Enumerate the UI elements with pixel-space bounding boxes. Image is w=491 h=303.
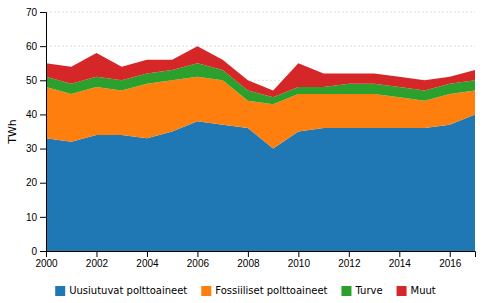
x-tick-label: 2014: [389, 258, 412, 269]
x-tick: 2010: [288, 251, 311, 269]
y-tick-mark: [40, 46, 46, 47]
grid: [46, 12, 475, 251]
x-tick: 2014: [389, 251, 412, 269]
y-tick-label: 0: [31, 246, 37, 257]
y-tick-label: 70: [26, 7, 38, 18]
y-tick: 0: [31, 246, 46, 257]
x-tick: 2016: [439, 251, 462, 269]
y-tick: 30: [26, 143, 46, 154]
x-tick: 2002: [86, 251, 109, 269]
legend-label: Muut: [411, 285, 436, 296]
x-tick: 2000: [35, 251, 58, 269]
x-tick-mark: [399, 251, 400, 257]
grid-line: [46, 46, 475, 47]
plot: 2000 2002 2004 2006 2008 2010 2012 2014 2016 0 10 2…: [26, 7, 476, 269]
legend-item: Uusiutuvat polttoaineet: [55, 285, 187, 296]
y-tick-label: 20: [26, 177, 38, 188]
x-tick-mark: [96, 251, 97, 257]
x-tick-label: 2016: [439, 258, 462, 269]
x-tick-label: 2012: [338, 258, 361, 269]
legend-swatch: [341, 286, 351, 296]
x-tick-mark: [349, 251, 350, 257]
y-tick-mark: [40, 80, 46, 81]
legend: Uusiutuvat polttoaineet Fossiiliset poltt…: [55, 285, 436, 296]
legend-swatch: [397, 286, 407, 296]
y-tick: 70: [26, 7, 46, 18]
y-tick-mark: [40, 12, 46, 13]
y-tick-mark: [40, 251, 46, 252]
y-axis: 0 10 20 30 40 50 60 70: [26, 7, 47, 257]
y-tick: 40: [26, 109, 46, 120]
x-tick-mark: [147, 251, 148, 257]
x-tick-label: 2000: [35, 258, 58, 269]
y-tick-label: 50: [26, 75, 38, 86]
x-tick: 2006: [187, 251, 210, 269]
y-tick-label: 60: [26, 41, 38, 52]
x-tick-mark: [248, 251, 249, 257]
x-tick: 2012: [338, 251, 361, 269]
x-tick: 2004: [136, 251, 159, 269]
grid-line: [46, 12, 475, 13]
x-tick-label: 2002: [86, 258, 109, 269]
legend-swatch: [201, 286, 211, 296]
chart: 2000 2002 2004 2006 2008 2010 2012 2014 2016 0 10 2…: [0, 0, 491, 303]
y-tick-label: 40: [26, 109, 38, 120]
legend-swatch: [55, 286, 65, 296]
y-tick: 20: [26, 177, 46, 188]
y-tick-label: 30: [26, 143, 38, 154]
legend-label: Turve: [354, 285, 382, 296]
x-tick-label: 2008: [237, 258, 260, 269]
legend-label: Uusiutuvat polttoaineet: [69, 285, 187, 296]
y-tick-mark: [40, 114, 46, 115]
x-tick-label: 2004: [136, 258, 159, 269]
x-tick-mark: [298, 251, 299, 257]
x-axis: 2000 2002 2004 2006 2008 2010 2012 2014 2016: [35, 251, 475, 269]
area: [46, 46, 475, 97]
x-tick-mark: [197, 251, 198, 257]
legend-label: Fossiiliset polttoaineet: [215, 285, 327, 296]
y-tick-mark: [40, 149, 46, 150]
x-axis-line: [47, 252, 476, 258]
areas: [46, 46, 475, 251]
x-tick-label: 2010: [288, 258, 311, 269]
legend-item: Turve: [341, 285, 382, 296]
y-tick: 60: [26, 41, 46, 52]
y-axis-line: [40, 13, 47, 252]
y-tick: 10: [26, 212, 46, 223]
y-axis-title: TWh: [6, 119, 19, 145]
y-tick-mark: [40, 183, 46, 184]
y-tick-label: 10: [26, 212, 38, 223]
x-tick-label: 2006: [187, 258, 210, 269]
x-tick-mark: [450, 251, 451, 257]
legend-item: Muut: [397, 285, 436, 296]
legend-item: Fossiiliset polttoaineet: [201, 285, 327, 296]
y-tick-mark: [40, 217, 46, 218]
y-tick: 50: [26, 75, 46, 86]
x-tick: 2008: [237, 251, 260, 269]
